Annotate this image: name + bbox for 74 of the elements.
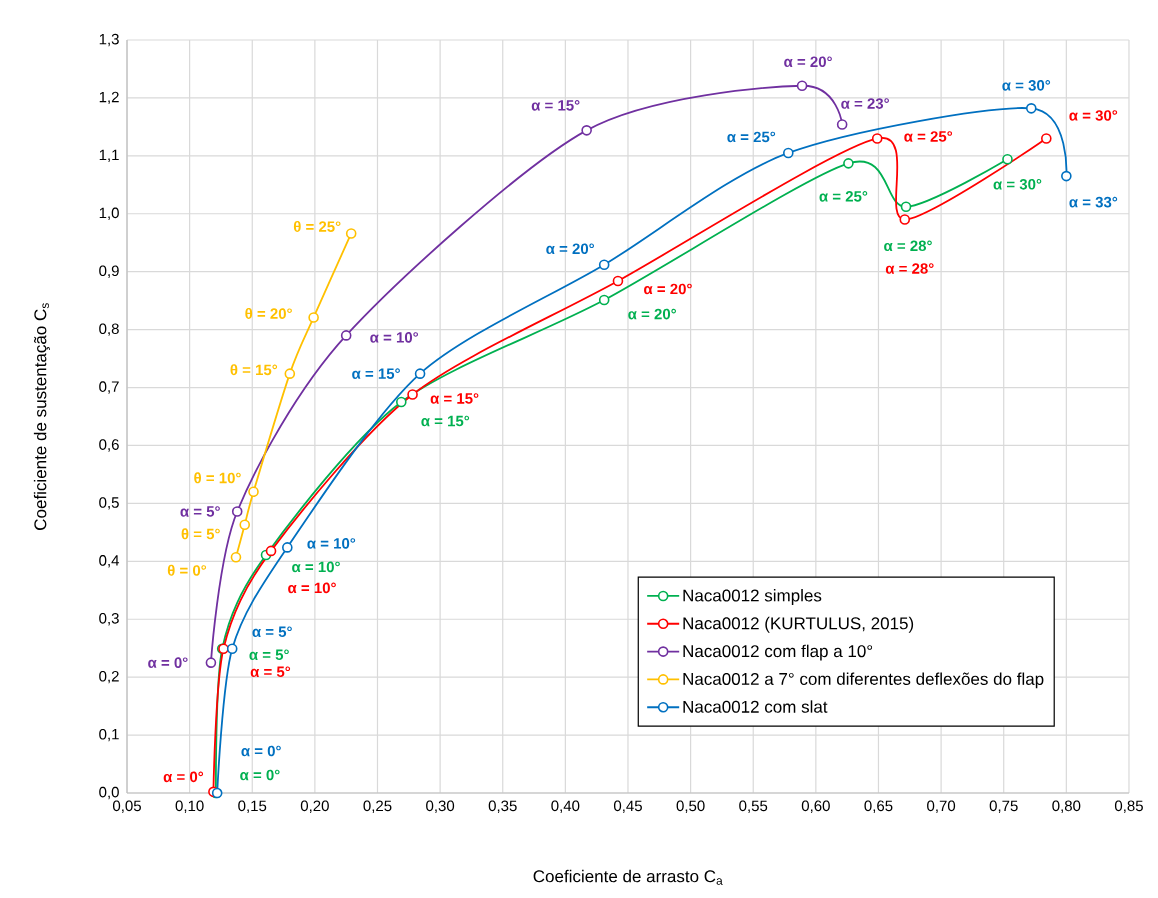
annotation: α = 0° xyxy=(148,657,188,668)
y-tick-label: 0,3 xyxy=(99,613,119,626)
x-tick-label: 0,60 xyxy=(801,800,830,813)
annotation: α = 30° xyxy=(993,178,1042,190)
annotation: α = 30° xyxy=(1069,110,1118,121)
annotation: θ = 10° xyxy=(194,472,241,484)
x-tick-label: 0,75 xyxy=(989,800,1018,813)
annotation: α = 23° xyxy=(841,98,889,109)
annotation: α = 20° xyxy=(784,56,832,68)
y-tick-label: 0,4 xyxy=(99,555,120,568)
y-axis-title: Coeficiente de sustentação C$_{s}$ xyxy=(33,303,50,530)
annotation: θ = 0° xyxy=(167,564,207,576)
x-tick-label: 0,05 xyxy=(112,800,141,813)
x-tick-label: 0,15 xyxy=(238,800,267,813)
legend-label: Naca0012 com flap a 10° xyxy=(683,644,873,661)
legend-label: Naca0012 com slat xyxy=(683,700,828,713)
annotation: α = 20° xyxy=(628,308,677,320)
annotation: θ = 25° xyxy=(293,220,341,232)
annotation: α = 28° xyxy=(884,240,932,252)
x-tick-label: 0,25 xyxy=(363,800,392,813)
annotation: α = 10° xyxy=(292,561,340,573)
y-tick-label: 1,2 xyxy=(99,91,119,105)
x-tick-label: 0,35 xyxy=(488,800,517,813)
annotation: θ = 15° xyxy=(230,364,278,376)
y-tick-label: 0,1 xyxy=(99,728,119,742)
annotation: α = 25° xyxy=(819,191,868,202)
legend-label: Naca0012 (KURTULUS, 2015) xyxy=(683,616,914,633)
annotation: α = 28° xyxy=(885,263,934,274)
annotation: α = 30° xyxy=(1002,80,1051,91)
y-tick-label: 0,5 xyxy=(99,497,119,510)
y-tick-label: 0,7 xyxy=(99,381,119,394)
x-tick-label: 0,65 xyxy=(864,800,893,813)
annotation: α = 5° xyxy=(180,506,220,517)
x-tick-label: 0,85 xyxy=(1114,800,1143,813)
annotation: α = 5° xyxy=(252,626,292,638)
y-tick-label: 0,6 xyxy=(99,439,119,452)
legend-label: Naca0012 simples xyxy=(683,589,822,605)
x-tick-label: 0,20 xyxy=(300,800,329,813)
annotation: α = 15° xyxy=(352,368,400,379)
annotation: α = 0° xyxy=(240,769,280,781)
annotation: θ = 5° xyxy=(181,528,220,540)
y-tick-label: 0,0 xyxy=(99,786,119,800)
x-tick-label: 0,70 xyxy=(927,800,956,813)
annotation: α = 0° xyxy=(163,771,204,783)
x-tick-label: 0,40 xyxy=(551,800,580,813)
x-axis-title: Coeficiente de arrasto C$_{a}$ xyxy=(533,869,723,885)
x-tick-label: 0,30 xyxy=(426,800,455,813)
y-tick-label: 0,2 xyxy=(99,670,119,684)
annotation: α = 20° xyxy=(644,283,692,295)
annotation: α = 15° xyxy=(531,100,580,111)
annotation: α = 10° xyxy=(307,538,356,549)
annotation: α = 25° xyxy=(904,131,953,142)
annotation: α = 0° xyxy=(241,745,281,757)
x-tick-label: 0,80 xyxy=(1052,800,1081,813)
x-tick-label: 0,50 xyxy=(676,800,705,813)
annotation: α = 10° xyxy=(288,582,336,594)
annotation: α = 10° xyxy=(370,332,419,343)
x-tick-label: 0,10 xyxy=(175,800,204,813)
x-tick-label: 0,45 xyxy=(613,800,642,813)
annotation: α = 15° xyxy=(430,393,479,404)
annotation: α = 33° xyxy=(1069,196,1118,208)
annotation: α = 5° xyxy=(250,666,291,678)
y-tick-label: 1,0 xyxy=(99,207,119,220)
y-tick-label: 0,9 xyxy=(99,265,119,278)
annotation: θ = 20° xyxy=(245,307,292,319)
x-tick-label: 0,55 xyxy=(739,800,768,813)
annotation: α = 20° xyxy=(546,243,595,255)
annotation: α = 25° xyxy=(727,131,776,143)
annotation: α = 15° xyxy=(421,415,470,427)
legend-label: Naca0012 a 7° com diferentes deflexões do flap xyxy=(683,672,1044,689)
y-tick-label: 1,1 xyxy=(99,149,119,162)
y-tick-label: 1,3 xyxy=(99,33,119,47)
annotation: α = 5° xyxy=(249,649,289,661)
y-tick-label: 0,8 xyxy=(99,323,119,336)
